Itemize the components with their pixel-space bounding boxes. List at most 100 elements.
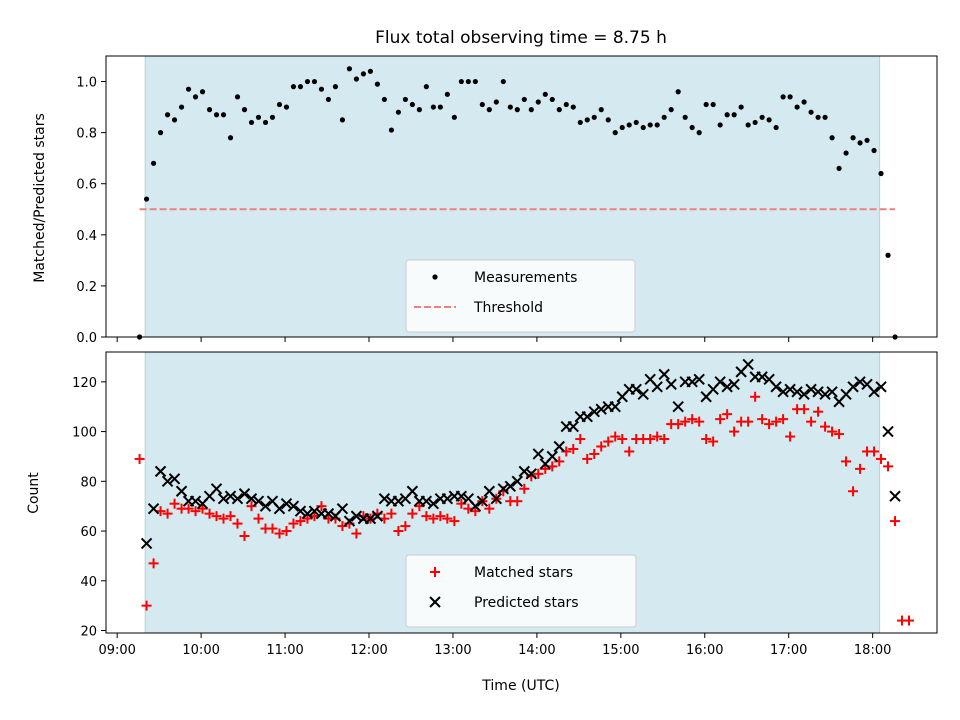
bottom-chart-x-point [168, 473, 181, 485]
bottom-chart-plus-point [197, 503, 208, 514]
bottom-chart-x-point [812, 386, 824, 398]
top-chart-dot-point [584, 117, 590, 123]
top-chart-dot-point [304, 78, 311, 85]
bottom-chart-y-axis-label: Count [26, 472, 42, 514]
bottom-chart-plus-point [841, 456, 852, 467]
bottom-chart-plus-point [540, 463, 551, 474]
bottom-chart-x-point [476, 495, 489, 507]
bottom-chart-plus-point [729, 426, 740, 437]
top-chart-dot-point [759, 114, 765, 120]
top-chart-dot-point [682, 114, 688, 120]
top-chart-dot-point [381, 96, 387, 103]
top-chart-dot-point [598, 107, 604, 113]
bottom-chart-plus-point [596, 441, 607, 452]
top-chart-dot-point [528, 107, 534, 113]
bottom-chart-plus-point [470, 506, 481, 517]
bottom-chart-x-point [518, 465, 531, 478]
bottom-chart-plus-point [799, 404, 810, 415]
bottom-chart-x-point [756, 371, 768, 383]
top-chart-y-tick-label: 0.2 [76, 280, 97, 295]
bottom-chart-x-point [609, 401, 621, 413]
top-chart-dot-point [766, 117, 772, 123]
bottom-chart-plus-point [428, 513, 439, 524]
bottom-chart-plus-point [876, 453, 887, 464]
top-chart-dot-point [577, 119, 583, 126]
bottom-chart-x-point [252, 495, 265, 507]
bottom-chart-x-point [259, 500, 272, 512]
bottom-chart-panel: Count Time (UTC) 20 40 60 80 100 120 09:00 10:0… [26, 351, 938, 694]
bottom-chart-x-point [392, 495, 405, 507]
bottom-chart-plus-point [617, 434, 628, 445]
bottom-chart-x-point [441, 493, 454, 505]
bottom-chart-plus-point [204, 508, 215, 519]
top-chart-dot-point [178, 104, 185, 110]
bottom-chart-plus-point [771, 416, 782, 427]
top-chart-axes-frame [105, 55, 938, 338]
top-chart-dot-point [542, 91, 548, 97]
bottom-chart-x-point [364, 512, 377, 525]
bottom-chart-x-point [231, 493, 244, 505]
bottom-chart-x-point [350, 510, 363, 522]
bottom-chart-x-point [630, 383, 642, 396]
top-chart-dot-point [437, 104, 443, 110]
bottom-chart-x-point [140, 537, 153, 550]
bottom-chart-plus-point [442, 513, 453, 524]
top-chart-dot-point [486, 107, 492, 113]
top-chart-dot-point [493, 99, 499, 105]
bottom-chart-axes-frame [105, 351, 938, 634]
bottom-chart-x-point [210, 483, 223, 495]
top-chart-dot-point [416, 107, 422, 113]
top-chart-dot-point [479, 101, 485, 108]
top-chart-dot-point [164, 112, 171, 118]
top-chart-dot-point [318, 86, 325, 92]
top-chart-dot-point [192, 94, 199, 100]
top-chart-title: Flux total observing time = 8.75 h [375, 28, 667, 48]
bottom-chart-x-point [280, 497, 293, 510]
bottom-chart-x-point [238, 488, 251, 500]
bottom-chart-x-point [882, 425, 894, 438]
top-chart-dot-point [332, 84, 339, 90]
bottom-chart-plus-point [659, 434, 670, 445]
bottom-chart-plus-point [834, 429, 845, 440]
top-chart-dot-point [444, 91, 450, 97]
bottom-chart-x-tick-label: 09:00 [98, 643, 135, 658]
top-chart-dot-point [675, 89, 681, 95]
bottom-chart-x-point [497, 483, 510, 495]
top-chart-legend-marker [432, 274, 438, 280]
bottom-chart-x-tick-label: 17:00 [770, 643, 807, 658]
bottom-chart-plus-point [645, 434, 656, 445]
top-chart-legend: Measurements Threshold [405, 259, 636, 333]
top-chart-dot-point [878, 170, 884, 177]
bottom-chart-x-point [217, 493, 230, 505]
bottom-chart-x-point [770, 381, 782, 393]
top-chart-dot-point [717, 122, 723, 128]
top-chart-dot-point [395, 109, 401, 115]
bottom-chart-plus-point [848, 486, 859, 497]
top-chart-dot-point [661, 114, 667, 120]
bottom-chart-plus-point [512, 496, 523, 507]
bottom-chart-x-point [287, 500, 300, 512]
top-chart-dot-point [402, 96, 408, 103]
bottom-chart-x-point [154, 465, 167, 478]
bottom-chart-plus-point [743, 416, 754, 427]
top-chart-legend-box [405, 259, 636, 333]
bottom-chart-plus-point [722, 409, 733, 420]
bottom-chart-legend: Matched stars Predicted stars [405, 554, 637, 628]
bottom-chart-plus-point [211, 511, 222, 522]
top-chart-dot-point [794, 104, 800, 110]
bottom-chart-plus-point [694, 416, 705, 427]
bottom-chart-x-point [714, 376, 726, 388]
top-chart-dot-point [283, 104, 290, 110]
top-chart-dot-point [451, 114, 457, 120]
bottom-chart-x-point [301, 507, 314, 520]
bottom-chart-plus-point [218, 513, 229, 524]
top-chart-dot-point [605, 117, 611, 123]
top-chart-dot-point [731, 112, 737, 118]
top-chart-dot-point [724, 112, 730, 118]
bottom-chart-x-point [455, 490, 468, 502]
bottom-chart-plus-point [778, 414, 789, 425]
bottom-chart-legend-marker [430, 567, 440, 577]
bottom-chart-x-point [378, 493, 391, 505]
bottom-chart-legend-marker [429, 596, 441, 608]
top-chart-dot-point [507, 104, 513, 110]
